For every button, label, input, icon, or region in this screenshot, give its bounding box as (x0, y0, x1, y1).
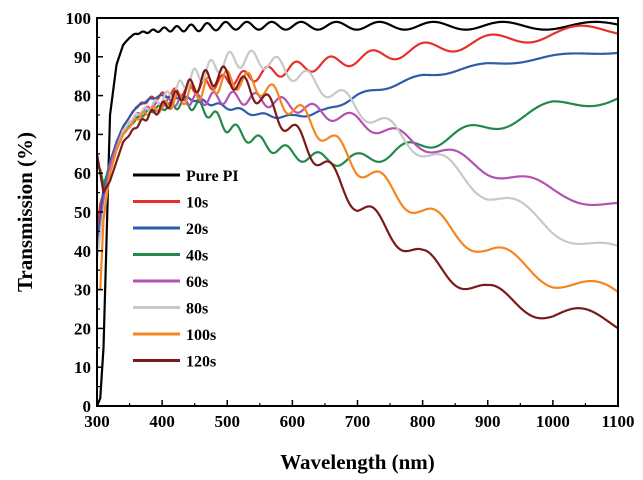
x-axis-title: Wavelength (nm) (280, 450, 435, 474)
series-line-120s (97, 65, 618, 330)
y-tick-label: 10 (74, 358, 91, 377)
legend-label: Pure PI (186, 168, 239, 185)
legend-label: 100s (186, 327, 216, 344)
y-tick-label: 0 (83, 397, 92, 416)
x-tick-label: 300 (84, 412, 110, 431)
x-tick-label: 800 (410, 412, 436, 431)
legend-label: 80s (186, 301, 208, 318)
y-tick-label: 30 (74, 281, 91, 300)
plot-frame (96, 17, 619, 407)
y-tick-label: 20 (74, 319, 91, 338)
x-tick-label: 1000 (536, 412, 570, 431)
y-tick-label: 90 (74, 48, 91, 67)
x-tick-label: 500 (215, 412, 241, 431)
legend-label: 40s (186, 248, 208, 265)
y-tick-label: 40 (74, 242, 91, 261)
series-line-10s (97, 24, 618, 232)
legend-label: 120s (186, 354, 216, 371)
legend-label: 10s (186, 195, 208, 212)
x-tick-label: 700 (345, 412, 371, 431)
ticks-layer: 300 400 500 600 700 800 900 1000 1100 0 10 20 30 40 50… (66, 9, 635, 431)
x-tick-label: 600 (280, 412, 306, 431)
y-tick-label: 60 (74, 164, 91, 183)
series-line-20s (97, 51, 618, 244)
y-tick-label: 100 (66, 9, 92, 28)
y-tick-label: 70 (74, 125, 91, 144)
series-line-80s (97, 49, 618, 259)
x-tick-label: 1100 (601, 412, 634, 431)
legend-label: 60s (186, 274, 208, 291)
x-tick-label: 400 (149, 412, 175, 431)
legend: Pure PI 10s 20s 40s 60s 80s 100s 120s (133, 168, 239, 371)
series-layer (97, 20, 618, 406)
x-tick-label: 900 (475, 412, 501, 431)
y-tick-label: 50 (74, 203, 91, 222)
legend-label: 20s (186, 221, 208, 238)
series-line-pure-pi (97, 20, 618, 406)
y-axis-title: Transmission (%) (13, 132, 37, 292)
series-line-100s (97, 69, 618, 293)
y-tick-label: 80 (74, 87, 91, 106)
